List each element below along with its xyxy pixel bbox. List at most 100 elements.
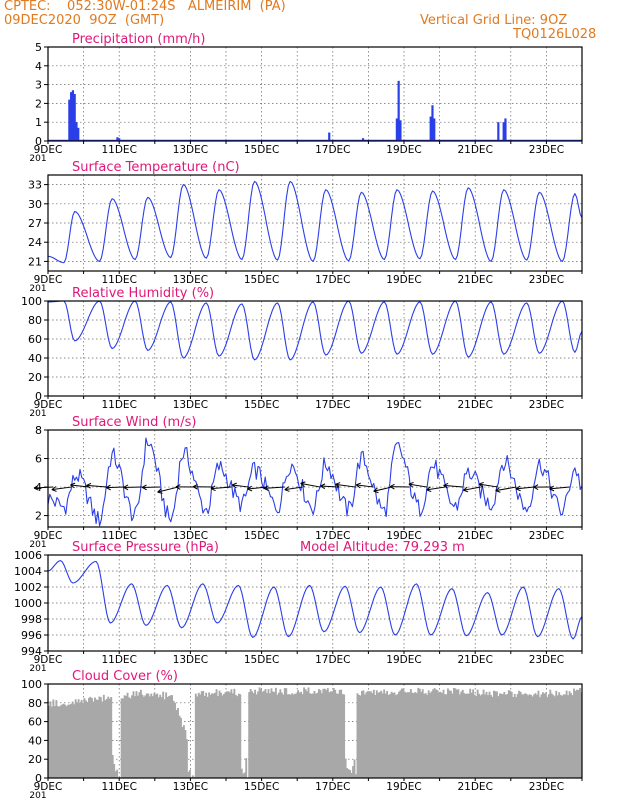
panel-6-x-year-label: 201 (29, 791, 46, 800)
panel-2-x-tick-label: 17DEC (315, 274, 350, 286)
cloud-cover-bar (226, 691, 228, 778)
panel-1-x-year-label: 201 (29, 154, 46, 164)
cloud-cover-bar (519, 691, 522, 778)
panel-2-x-tick-label: 15DEC (244, 274, 279, 286)
cloud-cover-bar (177, 707, 179, 778)
panel-3-series-line (48, 300, 583, 361)
cloud-cover-bar (325, 690, 328, 778)
panel-5-series-line (47, 560, 583, 640)
cloud-cover-bar (251, 691, 254, 778)
cloud-cover-bar (82, 702, 84, 778)
wind-vector-head (300, 483, 305, 487)
cloud-cover-bar (144, 695, 147, 778)
cloud-cover-bar (141, 694, 144, 778)
cloud-cover-bar (248, 692, 251, 778)
cloud-cover-bar (452, 687, 455, 778)
wind-vector-head (141, 487, 147, 491)
wind-vector-head (86, 485, 91, 489)
cloud-cover-bar (510, 691, 513, 778)
wind-vector-head (389, 483, 395, 488)
cloud-cover-bar (245, 758, 248, 778)
wind-vector-head (389, 486, 395, 490)
cloud-cover-bar (402, 688, 405, 778)
panel-6-y-tick-label: 100 (21, 678, 42, 691)
cloud-cover-bar (271, 691, 274, 778)
wind-vector (232, 484, 250, 488)
panel-3-x-tick-label: 11DEC (101, 399, 136, 411)
cloud-cover-bar (171, 695, 173, 778)
cloud-cover-bar (365, 692, 368, 778)
cloud-cover-bar (234, 694, 237, 778)
wind-vector-head (157, 488, 162, 493)
cloud-cover-bar (328, 692, 331, 778)
cloud-cover-bar (134, 696, 136, 778)
cloud-cover-bar (530, 694, 532, 778)
cloud-cover-bar (249, 689, 252, 778)
panel-5-title: Surface Pressure (hPa) (72, 540, 219, 555)
cloud-cover-bar (312, 693, 314, 778)
cloud-cover-bar (175, 709, 178, 778)
panel-5-x-year-label: 201 (29, 664, 46, 674)
cloud-cover-bar (297, 690, 300, 778)
panel-6-x-tick-label: 17DEC (315, 781, 350, 793)
wind-vector-head (284, 489, 290, 492)
precipitation-bar (395, 118, 398, 141)
panel-6-x-tick-label: 13DEC (173, 781, 208, 793)
cloud-cover-bar (185, 739, 188, 778)
cloud-cover-bar (317, 689, 320, 778)
precipitation-bar (328, 132, 331, 141)
wind-vector (320, 485, 339, 488)
cloud-cover-bar (536, 694, 538, 778)
cloud-cover-bar (396, 694, 399, 778)
cloud-cover-bar (349, 770, 351, 778)
cloud-cover-bar (80, 700, 83, 778)
cloud-cover-bar (294, 693, 297, 778)
cloud-cover-bar (228, 692, 231, 778)
wind-vector-head (33, 487, 39, 491)
cloud-cover-bar (353, 759, 356, 778)
cloud-cover-bar (122, 698, 125, 778)
precipitation-bar (504, 118, 507, 141)
precipitation-bar (118, 138, 121, 141)
wind-vector-head (478, 481, 484, 485)
cloud-cover-bar (208, 692, 211, 778)
wind-vector (157, 486, 179, 493)
wind-vector-head (105, 484, 111, 489)
cloud-cover-bar (50, 706, 53, 778)
panel-1-x-tick-label: 21DEC (457, 144, 492, 156)
cloud-cover-bar (491, 696, 494, 778)
cloud-cover-bar (182, 725, 185, 778)
panel-5-x-tick-label: 17DEC (315, 654, 350, 666)
cloud-cover-bar (571, 695, 574, 778)
cloud-cover-bar (263, 690, 265, 778)
cloud-cover-bar (414, 692, 417, 778)
cloud-cover-bar (64, 704, 67, 778)
cloud-cover-bar (405, 692, 408, 778)
panel-5-y-tick-label: 994 (21, 645, 42, 658)
cloud-cover-bar (501, 694, 504, 778)
cloud-cover-bar (306, 691, 308, 778)
cloud-cover-bar (159, 694, 162, 778)
wind-vector-head (105, 487, 111, 491)
vertical-grid-note: Vertical Grid Line: 9OZ (420, 13, 568, 28)
cloud-cover-bar (423, 693, 426, 778)
wind-vector-head (533, 484, 539, 488)
panel-6-x-tick-label: 23DEC (529, 781, 564, 793)
wind-vector (463, 486, 481, 491)
cloud-cover-bar (467, 693, 470, 778)
panel-1-y-tick-label: 0 (35, 135, 42, 148)
panel-5-x-tick-label: 11DEC (101, 654, 136, 666)
cloud-cover-bar (110, 697, 113, 778)
cloud-cover-bar (295, 693, 298, 778)
panel-2-x-tick-label: 23DEC (529, 274, 564, 286)
cloud-cover-bar (114, 771, 117, 778)
cloud-cover-bar (470, 692, 473, 778)
wind-vector (33, 486, 54, 489)
panel-4-y-tick-label: 4 (35, 481, 42, 494)
wind-vector-head (210, 488, 216, 492)
cloud-cover-bar (153, 693, 156, 778)
cloud-cover-bar (487, 695, 489, 778)
cloud-cover-bar (404, 691, 406, 778)
cloud-cover-bar (197, 692, 200, 778)
station-header: CPTEC: 052:30W-01:24S ALMEIRIM (PA) (4, 0, 286, 14)
